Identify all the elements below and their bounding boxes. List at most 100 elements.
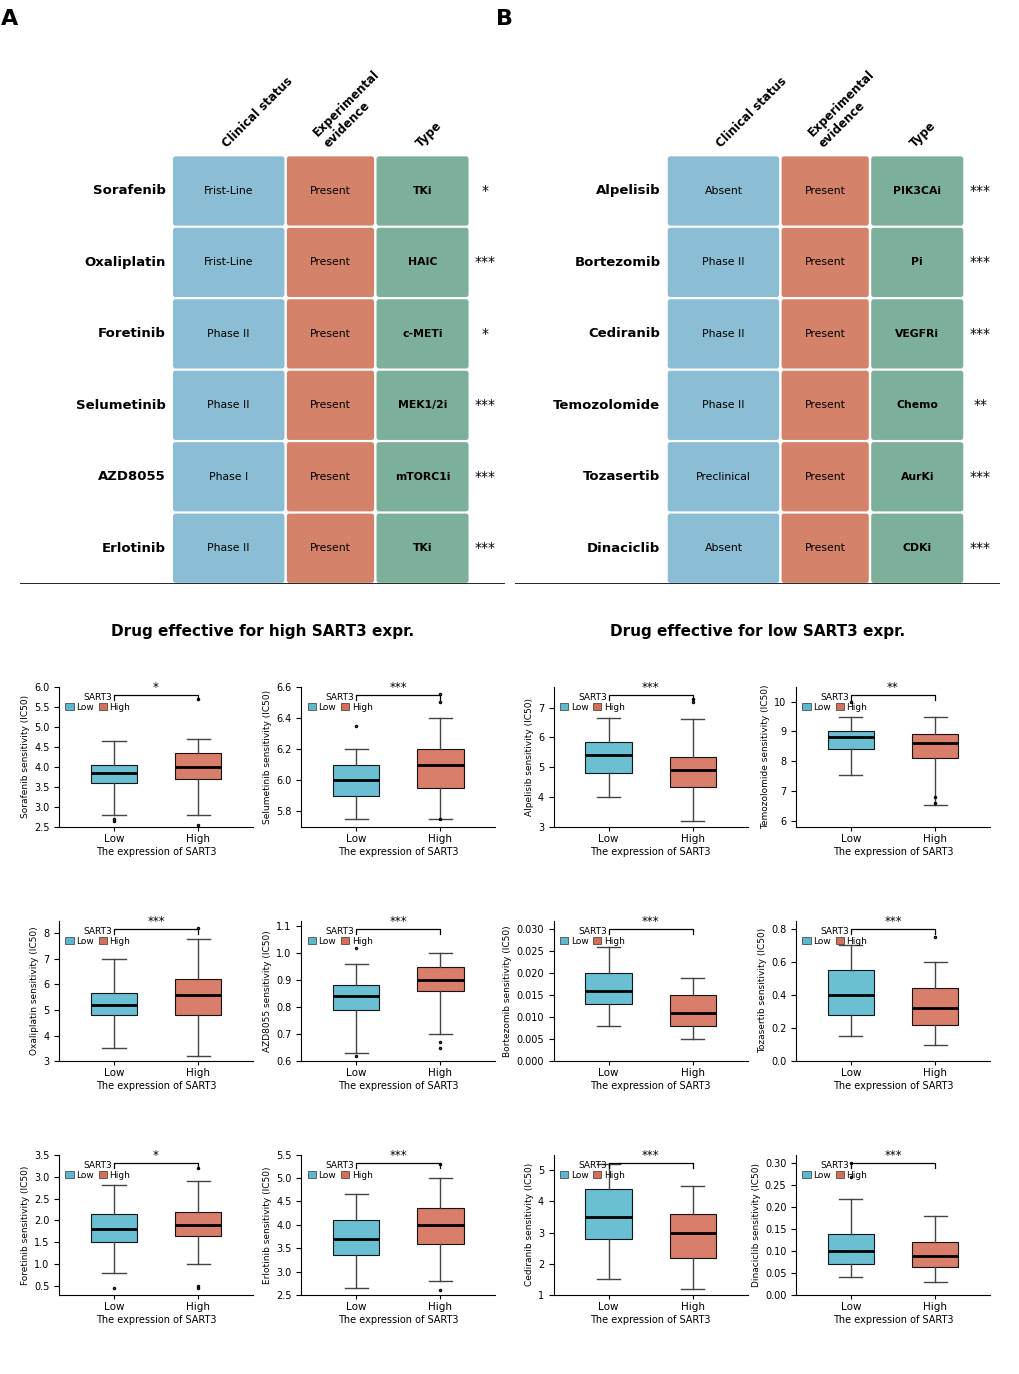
Y-axis label: Bortezomib sensitivity (IC50): Bortezomib sensitivity (IC50) (502, 925, 512, 1057)
FancyBboxPatch shape (667, 442, 779, 511)
FancyBboxPatch shape (870, 514, 962, 583)
Text: *: * (153, 1150, 159, 1162)
Y-axis label: Tozasertib sensitivity (IC50): Tozasertib sensitivity (IC50) (757, 929, 766, 1054)
Legend: Low, High: Low, High (557, 691, 627, 713)
Text: *: * (482, 327, 488, 341)
Text: ***: *** (969, 327, 989, 341)
Y-axis label: Erlotinib sensitivity (IC50): Erlotinib sensitivity (IC50) (263, 1167, 272, 1283)
FancyBboxPatch shape (781, 228, 868, 297)
Legend: Low, High: Low, High (306, 1160, 374, 1182)
X-axis label: The expression of SART3: The expression of SART3 (96, 1315, 216, 1325)
PathPatch shape (332, 1220, 379, 1256)
Text: Phase II: Phase II (207, 543, 250, 554)
Text: *: * (482, 184, 488, 198)
FancyBboxPatch shape (667, 514, 779, 583)
Text: Present: Present (804, 543, 845, 554)
Text: Present: Present (310, 257, 351, 268)
PathPatch shape (826, 731, 873, 749)
FancyBboxPatch shape (870, 300, 962, 368)
Text: Frist-Line: Frist-Line (204, 185, 254, 196)
PathPatch shape (417, 1209, 464, 1243)
Text: ***: *** (641, 1150, 659, 1162)
Text: Pi: Pi (911, 257, 922, 268)
Text: Phase II: Phase II (207, 400, 250, 411)
Y-axis label: Sorafenib sensitivity (IC50): Sorafenib sensitivity (IC50) (20, 695, 30, 819)
PathPatch shape (91, 993, 137, 1015)
PathPatch shape (332, 985, 379, 1010)
FancyBboxPatch shape (870, 228, 962, 297)
X-axis label: The expression of SART3: The expression of SART3 (832, 846, 953, 857)
Text: TKi: TKi (413, 543, 432, 554)
Text: TKi: TKi (413, 185, 432, 196)
FancyBboxPatch shape (667, 300, 779, 368)
Text: Absent: Absent (704, 543, 742, 554)
PathPatch shape (585, 1189, 631, 1239)
PathPatch shape (585, 742, 631, 774)
Text: Selumetinib: Selumetinib (75, 398, 165, 412)
Text: ***: *** (883, 915, 901, 929)
PathPatch shape (175, 753, 221, 779)
X-axis label: The expression of SART3: The expression of SART3 (832, 1315, 953, 1325)
Text: Present: Present (804, 257, 845, 268)
PathPatch shape (911, 988, 958, 1025)
Text: ***: *** (969, 541, 989, 555)
Text: c-METi: c-METi (401, 328, 442, 339)
Text: ***: *** (389, 1150, 407, 1162)
Text: AZD8055: AZD8055 (98, 470, 165, 484)
FancyBboxPatch shape (286, 157, 374, 225)
FancyBboxPatch shape (173, 157, 284, 225)
FancyBboxPatch shape (870, 157, 962, 225)
FancyBboxPatch shape (781, 442, 868, 511)
Text: VEGFRi: VEGFRi (895, 328, 938, 339)
Legend: Low, High: Low, High (800, 691, 868, 713)
Text: ***: *** (475, 256, 495, 269)
PathPatch shape (332, 764, 379, 796)
FancyBboxPatch shape (667, 371, 779, 440)
Text: Phase II: Phase II (207, 328, 250, 339)
PathPatch shape (175, 1212, 221, 1235)
Text: ***: *** (641, 682, 659, 694)
Y-axis label: AZD8055 sensitivity (IC50): AZD8055 sensitivity (IC50) (263, 930, 272, 1051)
Text: ***: *** (969, 184, 989, 198)
FancyBboxPatch shape (286, 442, 374, 511)
Text: ***: *** (389, 682, 407, 694)
X-axis label: The expression of SART3: The expression of SART3 (590, 1081, 710, 1091)
Text: ***: *** (475, 541, 495, 555)
Y-axis label: Alpelisib sensitivity (IC50): Alpelisib sensitivity (IC50) (524, 698, 533, 816)
Y-axis label: Temozolomide sensitivity (IC50): Temozolomide sensitivity (IC50) (760, 684, 769, 829)
Text: Dinaciclib: Dinaciclib (587, 541, 660, 555)
Text: Sorafenib: Sorafenib (93, 184, 165, 198)
X-axis label: The expression of SART3: The expression of SART3 (337, 1081, 459, 1091)
FancyBboxPatch shape (781, 157, 868, 225)
Text: Absent: Absent (704, 185, 742, 196)
PathPatch shape (911, 1242, 958, 1267)
Legend: Low, High: Low, High (557, 1160, 627, 1182)
Text: *: * (153, 682, 159, 694)
Legend: Low, High: Low, High (800, 925, 868, 948)
Text: Clinical status: Clinical status (219, 74, 294, 150)
PathPatch shape (585, 973, 631, 1004)
Text: Present: Present (310, 328, 351, 339)
FancyBboxPatch shape (173, 228, 284, 297)
Legend: Low, High: Low, High (63, 925, 132, 948)
Text: ***: *** (969, 470, 989, 484)
Text: Cediranib: Cediranib (588, 327, 660, 341)
Text: Experimental
evidence: Experimental evidence (805, 67, 887, 150)
FancyBboxPatch shape (781, 300, 868, 368)
X-axis label: The expression of SART3: The expression of SART3 (337, 1315, 459, 1325)
Legend: Low, High: Low, High (557, 925, 627, 948)
FancyBboxPatch shape (173, 442, 284, 511)
Text: Phase II: Phase II (701, 400, 744, 411)
Text: A: A (1, 8, 18, 29)
Text: Present: Present (310, 471, 351, 482)
FancyBboxPatch shape (376, 157, 468, 225)
Text: ***: *** (475, 470, 495, 484)
Text: ***: *** (389, 915, 407, 929)
Text: Preclinical: Preclinical (695, 471, 750, 482)
Text: ***: *** (147, 915, 165, 929)
Text: Type: Type (413, 118, 444, 150)
Text: ***: *** (883, 1150, 901, 1162)
PathPatch shape (826, 970, 873, 1015)
FancyBboxPatch shape (376, 442, 468, 511)
Text: Chemo: Chemo (896, 400, 937, 411)
